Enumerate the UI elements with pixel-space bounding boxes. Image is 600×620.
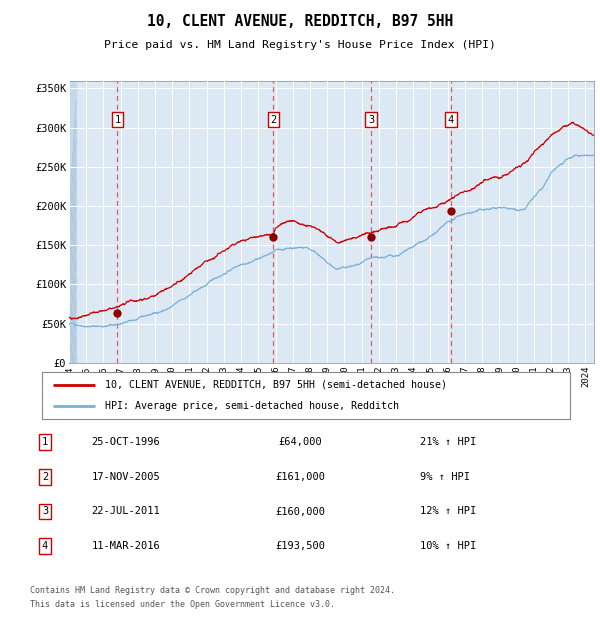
Text: 2: 2: [271, 115, 277, 125]
Text: 11-MAR-2016: 11-MAR-2016: [92, 541, 160, 551]
Text: 4: 4: [448, 115, 454, 125]
Text: This data is licensed under the Open Government Licence v3.0.: This data is licensed under the Open Gov…: [30, 600, 335, 609]
Text: 2: 2: [42, 472, 48, 482]
Text: £193,500: £193,500: [275, 541, 325, 551]
Text: £64,000: £64,000: [278, 437, 322, 447]
Text: £161,000: £161,000: [275, 472, 325, 482]
Text: 10, CLENT AVENUE, REDDITCH, B97 5HH: 10, CLENT AVENUE, REDDITCH, B97 5HH: [147, 14, 453, 29]
Text: 9% ↑ HPI: 9% ↑ HPI: [420, 472, 470, 482]
Text: 17-NOV-2005: 17-NOV-2005: [92, 472, 160, 482]
Text: 4: 4: [42, 541, 48, 551]
Text: 10, CLENT AVENUE, REDDITCH, B97 5HH (semi-detached house): 10, CLENT AVENUE, REDDITCH, B97 5HH (sem…: [106, 379, 448, 389]
Text: 25-OCT-1996: 25-OCT-1996: [92, 437, 160, 447]
Text: 12% ↑ HPI: 12% ↑ HPI: [420, 507, 476, 516]
Text: 3: 3: [42, 507, 48, 516]
Text: HPI: Average price, semi-detached house, Redditch: HPI: Average price, semi-detached house,…: [106, 401, 400, 411]
Text: 1: 1: [42, 437, 48, 447]
Text: 3: 3: [368, 115, 374, 125]
Text: 1: 1: [114, 115, 121, 125]
Text: Contains HM Land Registry data © Crown copyright and database right 2024.: Contains HM Land Registry data © Crown c…: [30, 586, 395, 595]
Text: Price paid vs. HM Land Registry's House Price Index (HPI): Price paid vs. HM Land Registry's House …: [104, 40, 496, 50]
Text: 10% ↑ HPI: 10% ↑ HPI: [420, 541, 476, 551]
Text: 21% ↑ HPI: 21% ↑ HPI: [420, 437, 476, 447]
Bar: [69, 81, 76, 363]
Text: £160,000: £160,000: [275, 507, 325, 516]
Text: 22-JUL-2011: 22-JUL-2011: [92, 507, 160, 516]
